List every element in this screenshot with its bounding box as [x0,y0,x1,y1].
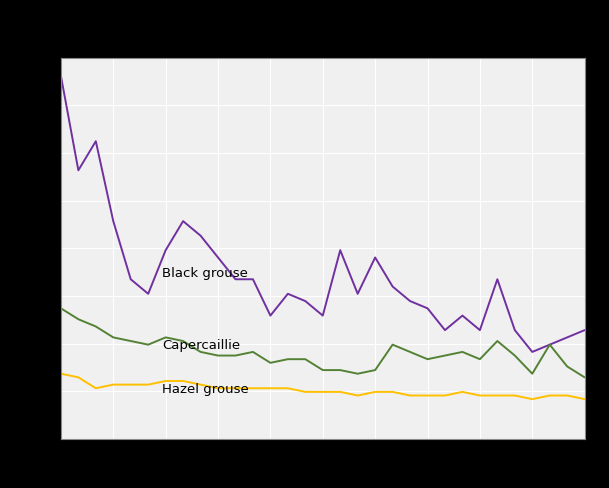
Text: Hazel grouse: Hazel grouse [162,382,249,395]
Text: Black grouse: Black grouse [162,266,248,279]
Text: Capercaillie: Capercaillie [162,339,241,351]
